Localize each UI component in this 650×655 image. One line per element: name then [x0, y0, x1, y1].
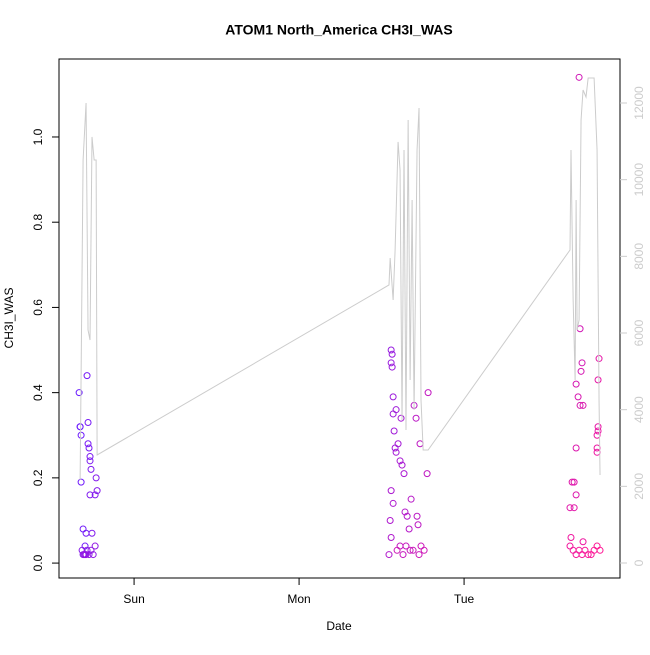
point [413, 512, 421, 520]
point [567, 534, 575, 542]
point [397, 414, 405, 422]
chart-title: ATOM1 North_America CH3I_WAS [225, 22, 452, 38]
point [594, 427, 602, 435]
point [75, 389, 83, 397]
point [85, 551, 93, 559]
y-tick-label: 0.0 [31, 554, 45, 571]
point [596, 546, 604, 554]
point [579, 401, 587, 409]
point [87, 465, 95, 473]
y-tick-label: 0.2 [31, 469, 45, 486]
point [576, 401, 584, 409]
point [415, 551, 423, 559]
point [86, 457, 94, 465]
point [572, 491, 580, 499]
point [390, 427, 398, 435]
y-tick-label: 1.0 [31, 128, 45, 145]
point [574, 393, 582, 401]
point [568, 478, 576, 486]
x-tick-label: Sun [123, 592, 144, 606]
y2-tick-label: 6000 [632, 319, 646, 346]
point [84, 418, 92, 426]
point [77, 431, 85, 439]
point [401, 508, 409, 516]
point [403, 512, 411, 520]
point [572, 380, 580, 388]
point [579, 538, 587, 546]
x-tick-label: Tue [454, 592, 475, 606]
point [424, 389, 432, 397]
y2-tick-label: 4000 [632, 396, 646, 423]
point [77, 478, 85, 486]
point [385, 551, 393, 559]
point [86, 491, 94, 499]
point [387, 534, 395, 542]
point [594, 423, 602, 431]
point [389, 393, 397, 401]
y-tick-label: 0.6 [31, 299, 45, 316]
point [402, 542, 410, 550]
point [400, 470, 408, 478]
point [577, 367, 585, 375]
point [386, 516, 394, 524]
y-tick-label: 0.8 [31, 214, 45, 231]
x-tick-label: Mon [287, 592, 310, 606]
altitude-line [79, 77, 601, 481]
point [566, 504, 574, 512]
point [412, 414, 420, 422]
point [405, 525, 413, 533]
point [388, 363, 396, 371]
point [85, 444, 93, 452]
point [389, 499, 397, 507]
point [392, 406, 400, 414]
y2-tick-label: 10000 [632, 163, 646, 197]
point [387, 359, 395, 367]
point [593, 431, 601, 439]
point [84, 440, 92, 448]
point [91, 542, 99, 550]
point [572, 444, 580, 452]
point [399, 551, 407, 559]
point [88, 529, 96, 537]
point [93, 487, 101, 495]
y-tick-label: 0.4 [31, 384, 45, 401]
point [570, 504, 578, 512]
y2-tick-label: 12000 [632, 86, 646, 120]
point [575, 73, 583, 81]
point [86, 453, 94, 461]
point [91, 491, 99, 499]
point [420, 546, 428, 554]
point [89, 551, 97, 559]
point [584, 551, 592, 559]
point [92, 474, 100, 482]
point [594, 376, 602, 384]
point [387, 487, 395, 495]
point [407, 495, 415, 503]
plot-frame [58, 58, 621, 579]
y-axis-label: CH3I_WAS [2, 288, 16, 349]
x-axis-label: Date [326, 619, 352, 633]
point [80, 551, 88, 559]
point [87, 546, 95, 554]
y2-tick-label: 8000 [632, 243, 646, 270]
point [398, 461, 406, 469]
point [82, 551, 90, 559]
point [392, 448, 400, 456]
point [409, 546, 417, 554]
point [396, 457, 404, 465]
y2-tick-label: 0 [632, 559, 646, 566]
y2-tick-label: 2000 [632, 473, 646, 500]
point [414, 521, 422, 529]
point [387, 346, 395, 354]
point [393, 546, 401, 554]
point [388, 350, 396, 358]
point [406, 546, 414, 554]
point [570, 478, 578, 486]
point [394, 440, 402, 448]
point [83, 372, 91, 380]
point [423, 470, 431, 478]
point [578, 359, 586, 367]
